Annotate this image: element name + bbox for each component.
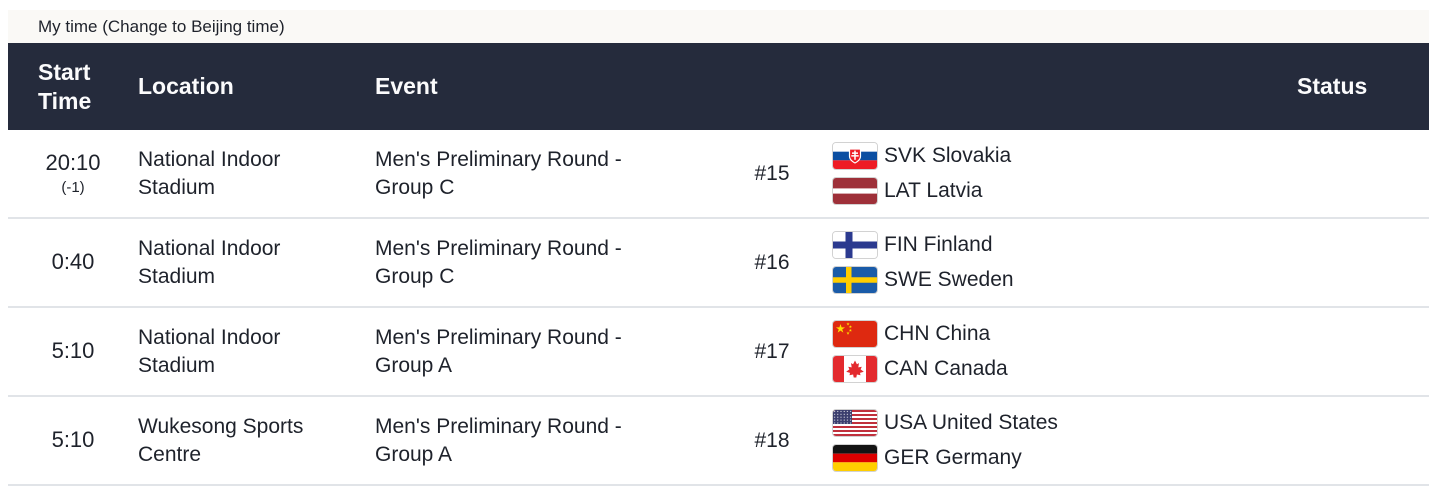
table-row: 0:40 National Indoor Stadium Men's Preli…	[8, 219, 1429, 308]
flag-chn-icon	[832, 320, 878, 348]
team-item: SWE Sweden	[832, 266, 1285, 294]
team-label: GER Germany	[884, 446, 1022, 469]
match-number: #16	[754, 250, 790, 274]
flag-lat-icon	[832, 177, 878, 205]
start-time: 20:10	[45, 150, 101, 176]
team-label: SVK Slovakia	[884, 144, 1012, 167]
start-time-cell: 20:10 (-1)	[8, 150, 138, 196]
start-time-cell: 5:10	[8, 338, 138, 364]
match-number: #18	[754, 428, 790, 452]
table-header-row: Start Time Location Event Status	[8, 43, 1429, 130]
event-name: Men's Preliminary Round - Group C	[375, 147, 622, 199]
schedule-table: Start Time Location Event Status 20:10 (…	[8, 43, 1429, 486]
location: National Indoor Stadium	[138, 147, 281, 199]
schedule-page: My time (Change to Beijing time) Start T…	[8, 10, 1429, 486]
match-number: #17	[754, 339, 790, 363]
team-item: CAN Canada	[832, 355, 1285, 383]
team-label: USA United States	[884, 411, 1058, 434]
table-row: 5:10 Wukesong Sports Centre Men's Prelim…	[8, 397, 1429, 486]
team-label: LAT Latvia	[884, 179, 983, 202]
timezone-bar: My time (Change to Beijing time)	[8, 10, 1429, 43]
location: National Indoor Stadium	[138, 325, 281, 377]
start-time: 5:10	[51, 338, 95, 364]
column-header-start-time: Start Time	[38, 58, 92, 114]
team-label: SWE Sweden	[884, 268, 1014, 291]
flag-can-icon	[832, 355, 878, 383]
table-row: 20:10 (-1) National Indoor Stadium Men's…	[8, 130, 1429, 219]
event-name: Men's Preliminary Round - Group C	[375, 236, 622, 288]
match-number: #15	[754, 161, 790, 185]
start-time: 5:10	[51, 427, 95, 453]
teams-cell: FIN Finland SWE Sweden	[820, 231, 1285, 294]
team-item: USA United States	[832, 409, 1285, 437]
flag-fin-icon	[832, 231, 878, 259]
my-time-label: My time	[38, 16, 103, 36]
column-header-location: Location	[138, 73, 234, 100]
table-row: 5:10 National Indoor Stadium Men's Preli…	[8, 308, 1429, 397]
start-time-cell: 0:40	[8, 249, 138, 275]
event-name: Men's Preliminary Round - Group A	[375, 325, 622, 377]
team-item: LAT Latvia	[832, 177, 1285, 205]
teams-cell: SVK Slovakia LAT Latvia	[820, 142, 1285, 205]
team-item: FIN Finland	[832, 231, 1285, 259]
team-label: CAN Canada	[884, 357, 1008, 380]
teams-cell: USA United States GER Germany	[820, 409, 1285, 472]
flag-usa-icon	[832, 409, 878, 437]
team-label: CHN China	[884, 322, 991, 345]
location: National Indoor Stadium	[138, 236, 281, 288]
event-name: Men's Preliminary Round - Group A	[375, 414, 622, 466]
change-timezone-link[interactable]: (Change to Beijing time)	[102, 16, 285, 36]
team-item: CHN China	[832, 320, 1285, 348]
flag-ger-icon	[832, 444, 878, 472]
start-time: 0:40	[51, 249, 95, 275]
start-time-cell: 5:10	[8, 427, 138, 453]
location: Wukesong Sports Centre	[138, 414, 304, 466]
team-item: GER Germany	[832, 444, 1285, 472]
team-label: FIN Finland	[884, 233, 993, 256]
flag-svk-icon	[832, 142, 878, 170]
flag-swe-icon	[832, 266, 878, 294]
column-header-status: Status	[1297, 73, 1368, 100]
column-header-event: Event	[375, 73, 438, 100]
time-offset-note: (-1)	[61, 178, 85, 196]
teams-cell: CHN China CAN Canada	[820, 320, 1285, 383]
team-item: SVK Slovakia	[832, 142, 1285, 170]
